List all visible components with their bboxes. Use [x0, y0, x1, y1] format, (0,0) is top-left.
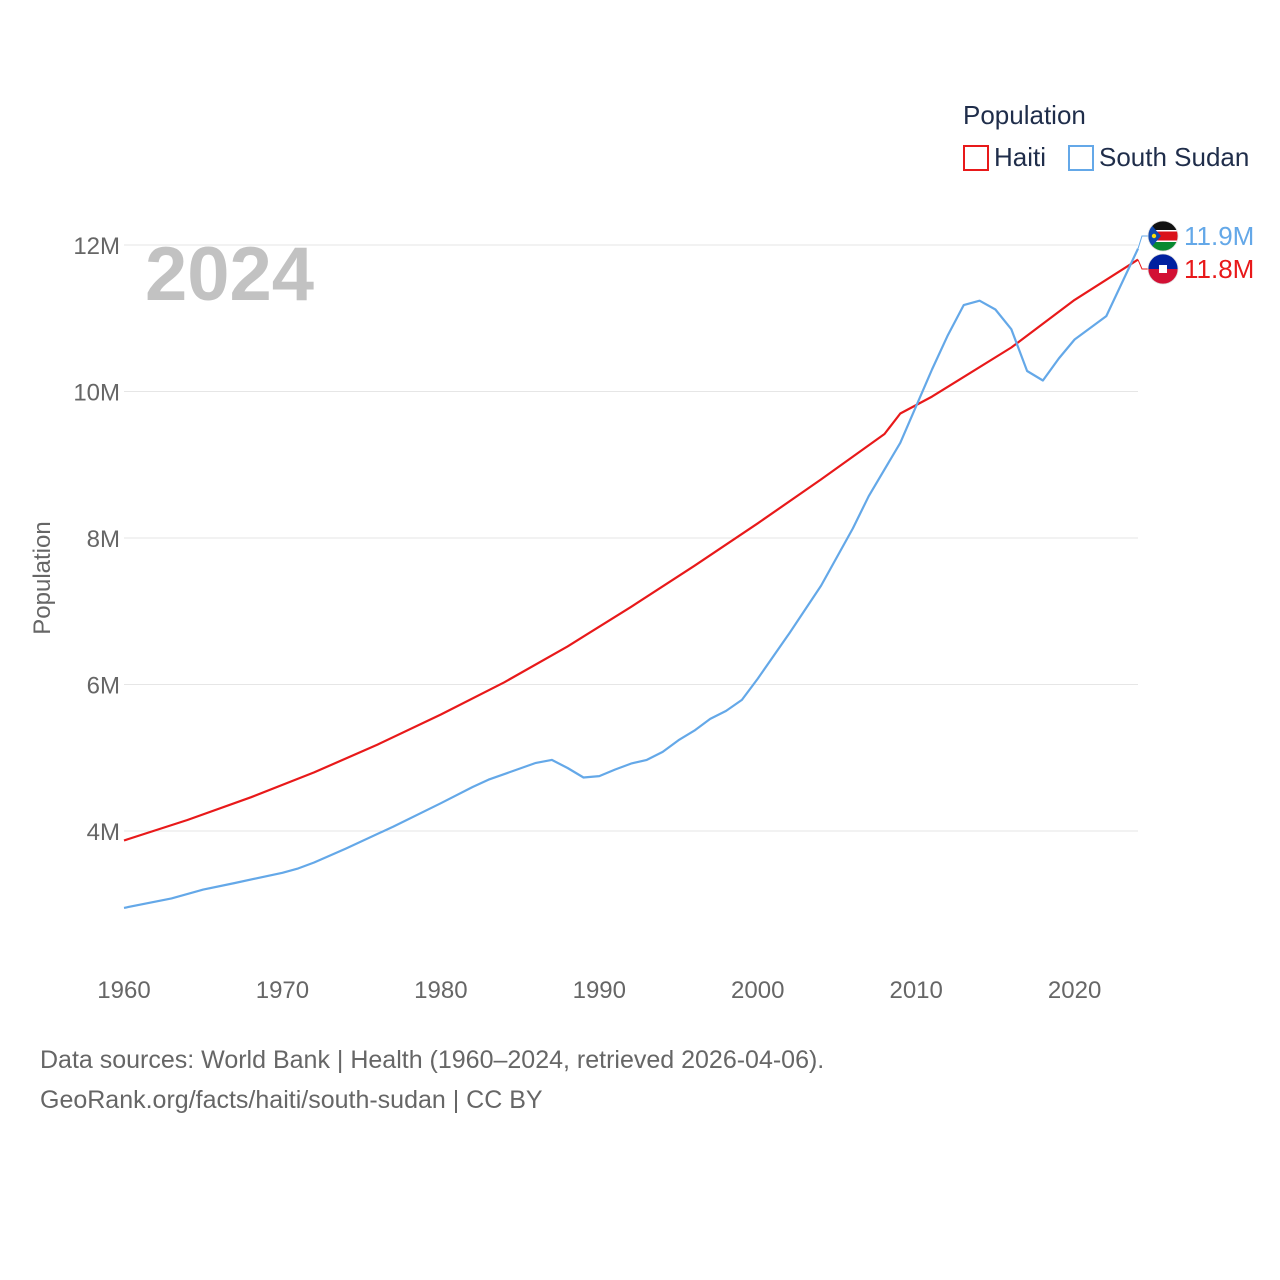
series-lines [123, 248, 1139, 909]
haiti-flag-icon [1147, 253, 1179, 285]
y-tick-label: 6M [87, 673, 120, 700]
legend: Population Haiti South Sudan [963, 100, 1249, 172]
x-tick-label: 1970 [256, 977, 309, 1004]
y-tick-label: 12M [73, 233, 120, 260]
end-connector-haiti [1137, 259, 1150, 270]
x-tick-label: 1980 [414, 977, 467, 1004]
y-tick-label: 10M [73, 380, 120, 407]
end-label-haiti: 11.8M [1184, 254, 1254, 284]
source-link[interactable]: GeoRank.org/facts/haiti/south-sudan | CC… [40, 1086, 543, 1114]
legend-swatch-south-sudan [1068, 145, 1094, 171]
y-tick-label: 8M [87, 526, 120, 553]
series-line-haiti[interactable] [123, 258, 1139, 842]
legend-item-haiti[interactable]: Haiti [963, 142, 1046, 172]
end-connector-south-sudan [1137, 235, 1150, 249]
legend-title: Population [963, 100, 1086, 130]
end-label-south-sudan: 11.9M [1184, 221, 1254, 251]
source-line: Data sources: World Bank | Health (1960–… [40, 1046, 825, 1074]
x-tick-label: 2010 [889, 977, 942, 1004]
x-tick-label: 2020 [1048, 977, 1101, 1004]
gridlines [124, 244, 1138, 832]
x-tick-label: 1960 [97, 977, 150, 1004]
footer: Data sources: World Bank | Health (1960–… [40, 1040, 824, 1120]
y-axis-ticks: 4M 6M 8M 10M 12M [73, 233, 120, 846]
year-label: 2024 [145, 232, 314, 317]
x-axis-ticks: 1960 1970 1980 1990 2000 2010 2020 [97, 977, 1101, 1004]
y-axis-label: Population [29, 521, 56, 634]
legend-label-haiti: Haiti [994, 142, 1046, 172]
south-sudan-flag-icon [1147, 220, 1179, 252]
legend-label-south-sudan: South Sudan [1099, 142, 1249, 172]
legend-swatch-haiti [963, 145, 989, 171]
x-tick-label: 1990 [573, 977, 626, 1004]
x-tick-label: 2000 [731, 977, 784, 1004]
y-tick-label: 4M [87, 819, 120, 846]
legend-item-south-sudan[interactable]: South Sudan [1068, 142, 1249, 172]
series-line-south-sudan[interactable] [123, 248, 1139, 909]
